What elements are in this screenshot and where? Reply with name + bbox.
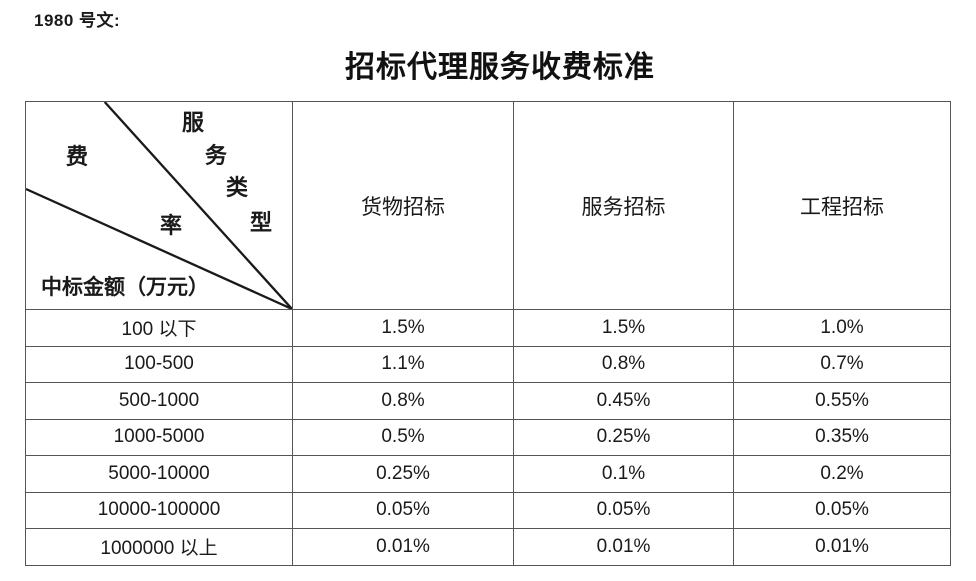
amount-range-cell: 5000-10000 xyxy=(25,455,293,493)
diagonal-header-cell: 服 务 类 型 费 率 中标金额（万元） xyxy=(25,101,293,310)
corner-rate-char: 费 xyxy=(65,144,89,169)
rate-value-cell: 0.1% xyxy=(513,455,734,493)
column-header-services: 服务招标 xyxy=(513,101,734,310)
rate-value-cell: 0.05% xyxy=(292,491,514,529)
corner-type-char: 服 xyxy=(181,110,205,135)
rate-value-cell: 0.25% xyxy=(292,455,514,493)
table-row: 10000-100000 0.05% 0.05% 0.05% xyxy=(25,491,951,529)
table-row: 500-1000 0.8% 0.45% 0.55% xyxy=(25,382,951,420)
rate-value-cell: 1.0% xyxy=(733,309,951,347)
rate-value-cell: 0.55% xyxy=(733,382,951,420)
table-row: 5000-10000 0.25% 0.1% 0.2% xyxy=(25,455,951,493)
page-title: 招标代理服务收费标准 xyxy=(345,51,655,84)
fee-table-body: 100 以下 1.5% 1.5% 1.0% 100-500 1.1% 0.8% 0.7% 500… xyxy=(25,309,951,566)
diagonal-divider-lines xyxy=(26,102,292,309)
amount-range-cell: 100-500 xyxy=(25,345,293,383)
fee-table: 服 务 类 型 费 率 中标金额（万元） 货物招标 服务招标 工程招标 100 … xyxy=(25,101,951,566)
rate-value-cell: 1.1% xyxy=(292,345,514,383)
rate-value-cell: 1.5% xyxy=(292,309,514,347)
rate-value-cell: 0.05% xyxy=(733,491,951,529)
corner-type-char: 类 xyxy=(225,175,249,200)
amount-range-cell: 1000-5000 xyxy=(25,418,293,456)
corner-amount-label: 中标金额（万元） xyxy=(41,275,209,299)
rate-value-cell: 0.01% xyxy=(292,528,514,566)
table-row: 100-500 1.1% 0.8% 0.7% xyxy=(25,345,951,383)
table-row: 100 以下 1.5% 1.5% 1.0% xyxy=(25,309,951,347)
rate-value-cell: 0.5% xyxy=(292,418,514,456)
rate-value-cell: 0.7% xyxy=(733,345,951,383)
rate-value-cell: 0.8% xyxy=(513,345,734,383)
amount-range-cell: 1000000 以上 xyxy=(25,528,293,566)
header-row: 服 务 类 型 费 率 中标金额（万元） 货物招标 服务招标 工程招标 xyxy=(25,101,951,310)
rate-value-cell: 0.01% xyxy=(513,528,734,566)
rate-value-cell: 0.35% xyxy=(733,418,951,456)
corner-type-char: 务 xyxy=(204,143,228,168)
rate-value-cell: 0.05% xyxy=(513,491,734,529)
column-header-goods: 货物招标 xyxy=(292,101,514,310)
column-header-engineering: 工程招标 xyxy=(733,101,951,310)
table-row: 1000000 以上 0.01% 0.01% 0.01% xyxy=(25,528,951,566)
amount-range-cell: 10000-100000 xyxy=(25,491,293,529)
corner-type-char: 型 xyxy=(249,210,273,235)
amount-range-cell: 100 以下 xyxy=(25,309,293,347)
document-ref-label: 1980 号文: xyxy=(34,11,121,30)
amount-range-cell: 500-1000 xyxy=(25,382,293,420)
rate-value-cell: 0.45% xyxy=(513,382,734,420)
corner-rate-char: 率 xyxy=(159,213,183,238)
rate-value-cell: 0.25% xyxy=(513,418,734,456)
rate-value-cell: 0.01% xyxy=(733,528,951,566)
table-row: 1000-5000 0.5% 0.25% 0.35% xyxy=(25,418,951,456)
rate-value-cell: 0.8% xyxy=(292,382,514,420)
rate-value-cell: 1.5% xyxy=(513,309,734,347)
fee-table-container: 服 务 类 型 费 率 中标金额（万元） 货物招标 服务招标 工程招标 100 … xyxy=(25,101,951,566)
rate-value-cell: 0.2% xyxy=(733,455,951,493)
